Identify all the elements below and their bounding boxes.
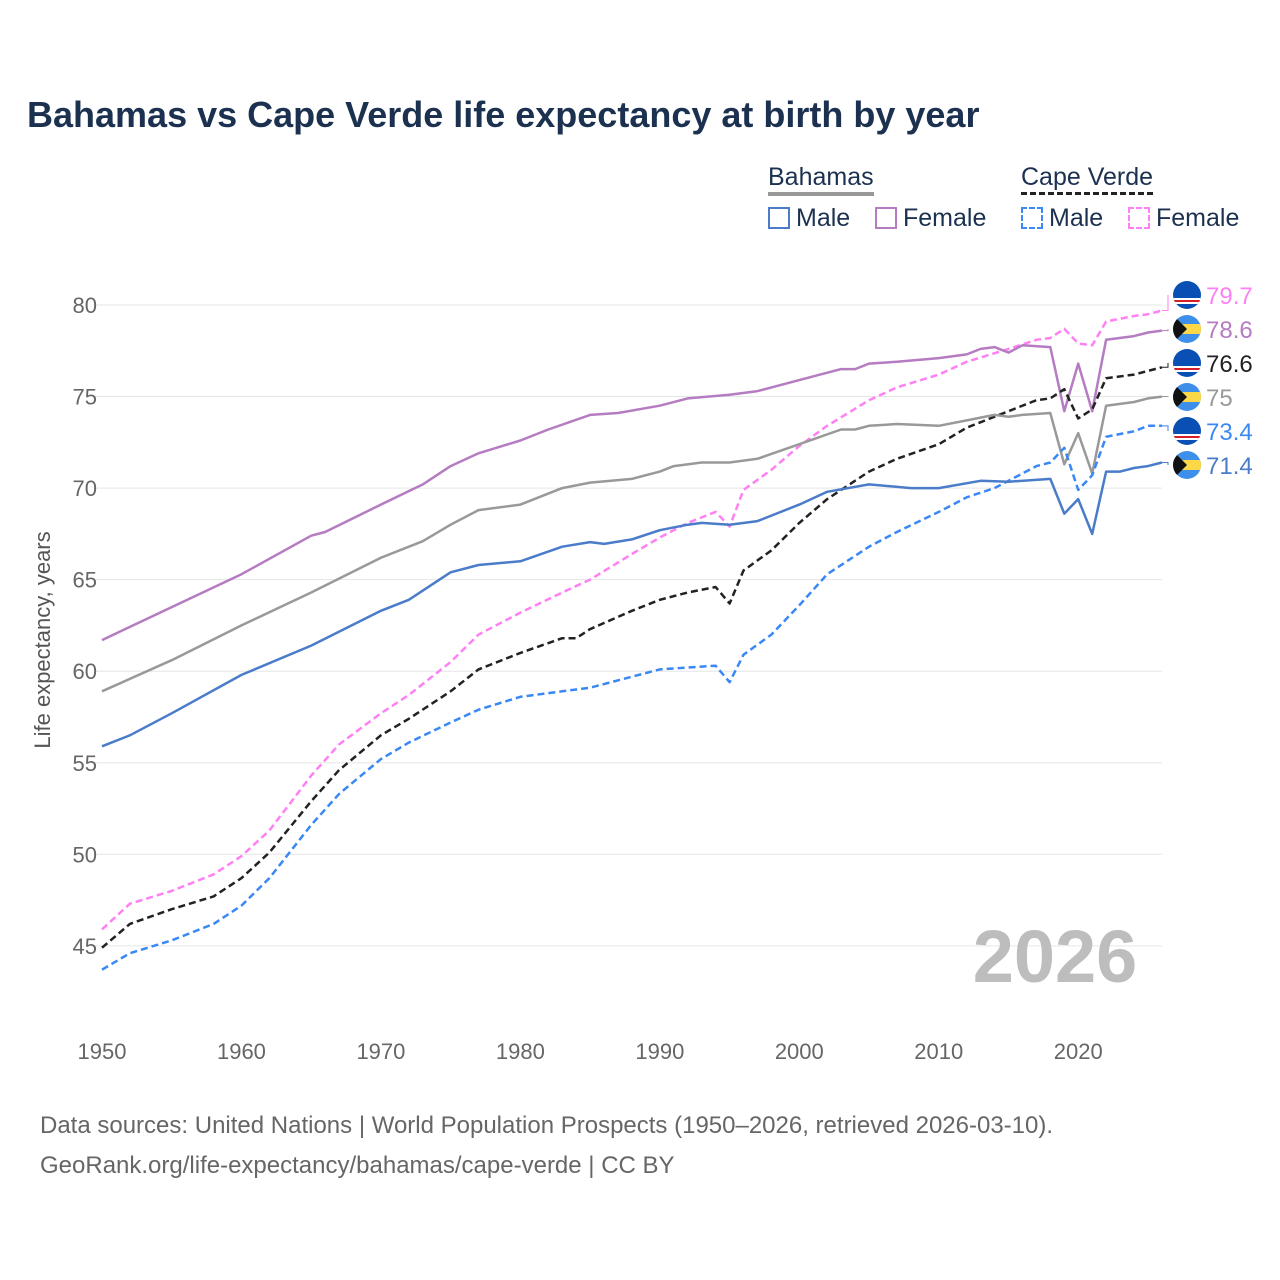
legend-label: Female (1156, 204, 1240, 232)
bahamas-flag-icon (1173, 383, 1201, 411)
legend-bahamas-female: Female (875, 204, 986, 233)
source-link[interactable]: GeoRank.org/life-expectancy/bahamas/cape… (40, 1152, 675, 1179)
end-value-label: 75 (1206, 385, 1233, 412)
legend-label: Female (903, 204, 987, 232)
label-connector (1161, 295, 1169, 311)
legend-label: Male (796, 204, 851, 232)
y-tick-label: 65 (73, 568, 97, 593)
label-connector (1161, 363, 1169, 368)
y-tick-label: 80 (73, 293, 97, 318)
series-line-cape-verde (101, 366, 1163, 949)
series-line-bahamas-male (101, 461, 1163, 748)
chart-title: Bahamas vs Cape Verde life expectancy at… (27, 94, 980, 135)
year-watermark: 2026 (973, 915, 1138, 998)
legend-group-bahamas: Bahamas (768, 162, 874, 196)
plot-area: 45 50 55 60 65 70 75 80 1950 1960 1970 1980 1990 2000… (30, 281, 1253, 1064)
x-tick-label: 2000 (775, 1039, 824, 1064)
end-value-label: 78.6 (1206, 317, 1253, 344)
legend-bahamas-male: Male (768, 204, 850, 233)
series-line-cape-verde-male (101, 424, 1162, 971)
series-line-bahamas-female (101, 329, 1163, 642)
cape-verde-flag-icon (1173, 349, 1201, 377)
x-tick-label: 1970 (356, 1039, 405, 1064)
bahamas-flag-icon (1173, 315, 1201, 343)
cape-verde-flag-icon (1173, 417, 1201, 445)
series-line-cape-verde-female (101, 309, 1163, 931)
y-tick-label: 60 (73, 659, 97, 684)
legend-swatch (875, 207, 897, 229)
x-tick-label: 1980 (496, 1039, 545, 1064)
y-tick-label: 70 (73, 476, 97, 501)
legend-cape-verde-male: Male (1021, 204, 1103, 233)
label-connector (1161, 425, 1169, 431)
legend-label: Male (1049, 204, 1104, 232)
end-value-label: 71.4 (1206, 453, 1253, 480)
y-tick-label: 45 (73, 934, 97, 959)
series-line-bahamas (101, 395, 1163, 693)
label-connector (1161, 329, 1169, 332)
x-tick-label: 1990 (635, 1039, 684, 1064)
x-tick-label: 1950 (78, 1039, 127, 1064)
legend-group-cape-verde: Cape Verde (1021, 162, 1154, 195)
legend-swatch (1021, 207, 1043, 229)
end-value-label: 76.6 (1206, 351, 1253, 378)
end-value-label: 73.4 (1206, 419, 1253, 446)
legend-swatch (768, 207, 790, 229)
y-axis-label: Life expectancy, years (30, 531, 55, 748)
end-value-label: 79.7 (1206, 283, 1253, 310)
y-tick-label: 55 (73, 751, 97, 776)
legend-swatch (1128, 207, 1150, 229)
x-tick-label: 2020 (1054, 1039, 1103, 1064)
cape-verde-flag-icon (1173, 281, 1201, 309)
data-source: Data sources: United Nations | World Pop… (40, 1112, 1054, 1139)
y-tick-label: 50 (73, 842, 97, 867)
label-connector (1161, 461, 1169, 465)
bahamas-flag-icon (1173, 451, 1201, 479)
footer: Data sources: United Nations | World Pop… (40, 1106, 1053, 1186)
x-tick-label: 1960 (217, 1039, 266, 1064)
y-tick-label: 75 (73, 385, 97, 410)
legend-cape-verde-female: Female (1128, 204, 1239, 233)
x-tick-label: 2010 (914, 1039, 963, 1064)
